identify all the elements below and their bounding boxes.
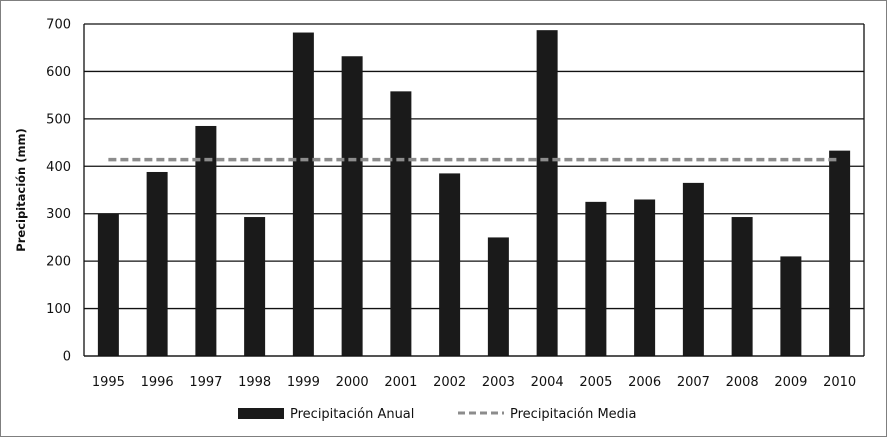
x-tick-label: 2010	[823, 375, 856, 390]
bar-2000	[341, 56, 363, 356]
bar-1995	[97, 213, 119, 356]
bar-2001	[390, 91, 412, 356]
x-tick-label: 2001	[384, 375, 417, 390]
y-tick-labels: 0 100 200 300 400 500 600 700	[46, 18, 71, 365]
bar-1997	[195, 125, 217, 356]
legend-swatch-annual	[238, 408, 284, 419]
x-tick-labels: 1995 1996 1997 1998 1999 2000 2001 2002 2003 2004…	[92, 375, 856, 390]
bar-2002	[439, 173, 461, 356]
x-tick-label: 2002	[433, 375, 466, 390]
bar-2009	[780, 256, 802, 356]
x-tick-label: 2005	[579, 375, 612, 390]
x-tick-label: 1997	[189, 375, 222, 390]
x-tick-label: 2009	[774, 375, 807, 390]
axes	[83, 24, 865, 357]
legend: Precipitación Anual Precipitación Media	[238, 407, 636, 422]
bar-2008	[731, 217, 753, 356]
y-tick-label: 300	[46, 207, 71, 222]
y-tick-label: 400	[46, 160, 71, 175]
y-tick-label: 200	[46, 255, 71, 270]
x-tick-label: 1995	[92, 375, 125, 390]
bar-2006	[634, 199, 656, 356]
y-tick-label: 0	[63, 350, 71, 365]
bar-2010	[829, 150, 851, 356]
bar-2007	[682, 182, 704, 356]
x-tick-label: 2003	[482, 375, 515, 390]
x-tick-label: 1999	[287, 375, 320, 390]
x-tick-label: 2006	[628, 375, 661, 390]
bars-series	[97, 30, 851, 357]
x-tick-label: 1998	[238, 375, 271, 390]
bar-2003	[487, 237, 509, 356]
x-tick-label: 1996	[141, 375, 174, 390]
bar-2005	[585, 201, 607, 356]
x-tick-label: 2000	[336, 375, 369, 390]
y-axis-label: Precipitación (mm)	[14, 128, 28, 251]
y-tick-label: 600	[46, 65, 71, 80]
y-tick-label: 100	[46, 302, 71, 317]
bar-1996	[146, 171, 168, 356]
legend-label-annual: Precipitación Anual	[290, 407, 414, 422]
y-tick-label: 500	[46, 112, 71, 127]
x-tick-label: 2008	[726, 375, 759, 390]
x-tick-label: 2007	[677, 375, 710, 390]
bar-1999	[292, 32, 314, 357]
x-tick-label: 2004	[531, 375, 564, 390]
y-tick-label: 700	[46, 18, 71, 33]
legend-label-mean: Precipitación Media	[510, 407, 636, 422]
bar-1998	[244, 217, 266, 356]
bar-2004	[536, 30, 558, 357]
